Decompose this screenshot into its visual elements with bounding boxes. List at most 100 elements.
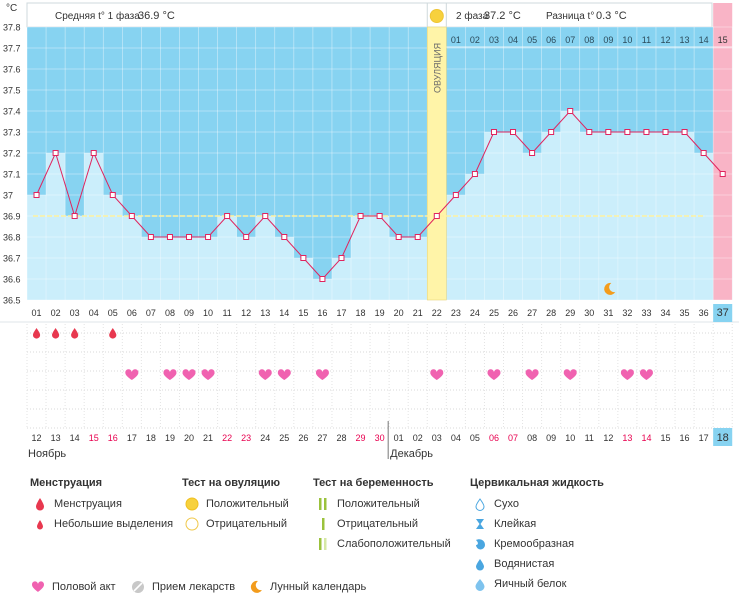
date-label: 29 bbox=[356, 433, 366, 443]
y-tick-label: 37.5 bbox=[3, 86, 21, 96]
y-tick-label: 37.3 bbox=[3, 128, 21, 138]
legend-item-dry: Сухо bbox=[470, 494, 604, 514]
cycle-day-label: 15 bbox=[298, 308, 308, 318]
two-stripes-icon bbox=[313, 497, 333, 511]
temperature-point bbox=[128, 213, 135, 219]
date-label: 13 bbox=[51, 433, 61, 443]
temp-column bbox=[446, 195, 466, 300]
cycle-day-label: 10 bbox=[203, 308, 213, 318]
temperature-point bbox=[567, 108, 574, 114]
legend-item-sticky: Клейкая bbox=[470, 514, 604, 534]
temperature-point bbox=[186, 234, 193, 240]
temperature-point bbox=[643, 129, 650, 135]
temperature-point bbox=[224, 213, 231, 219]
legend-item-ovulation-negative: Отрицательный bbox=[182, 514, 289, 534]
intercourse-heart-icon bbox=[563, 369, 577, 380]
cycle-day-label: 34 bbox=[661, 308, 671, 318]
cycle-day-label: 32 bbox=[622, 308, 632, 318]
temp-column bbox=[274, 237, 294, 300]
cycle-day-label: 19 bbox=[375, 308, 385, 318]
date-label: 18 bbox=[717, 432, 729, 444]
y-tick-label: 37 bbox=[3, 191, 13, 201]
phase2-value: 37.2 °C bbox=[484, 10, 521, 22]
intercourse-heart-icon bbox=[430, 369, 444, 380]
cycle-day-label: 28 bbox=[546, 308, 556, 318]
legend-label: Яичный белок bbox=[494, 578, 567, 590]
sun-filled-icon bbox=[182, 497, 202, 511]
cycle-day-label: 37 bbox=[717, 307, 729, 319]
difference-value: 0.3 °C bbox=[596, 10, 627, 22]
temperature-point bbox=[33, 192, 40, 198]
temperature-point bbox=[452, 192, 459, 198]
temperature-point bbox=[662, 129, 669, 135]
ovulation-band bbox=[426, 26, 447, 301]
date-label: 16 bbox=[108, 433, 118, 443]
date-label: 12 bbox=[32, 433, 42, 443]
date-label: 13 bbox=[622, 433, 632, 443]
legend-label: Слабоположительный bbox=[337, 538, 451, 550]
temperature-point bbox=[433, 213, 440, 219]
phase2-day-label: 06 bbox=[546, 35, 556, 45]
phase2-day-label: 02 bbox=[470, 35, 480, 45]
menstruation-drop-icon bbox=[32, 328, 41, 339]
cycle-day-label: 35 bbox=[680, 308, 690, 318]
phase2-day-label: 05 bbox=[527, 35, 537, 45]
cycle-day-label: 11 bbox=[222, 308, 231, 318]
y-tick-label: 37.7 bbox=[3, 44, 21, 54]
temperature-point bbox=[681, 129, 688, 135]
temperature-point bbox=[109, 192, 116, 198]
temperature-point bbox=[490, 129, 497, 135]
temperature-point bbox=[90, 150, 97, 156]
cycle-day-label: 22 bbox=[432, 308, 442, 318]
temperature-point bbox=[319, 276, 326, 282]
legend-menstruation-title: Менструация bbox=[30, 477, 103, 489]
date-label: 22 bbox=[222, 433, 232, 443]
legend-label: Половой акт bbox=[52, 581, 116, 593]
pill-icon bbox=[128, 580, 148, 594]
y-tick-label: 37.8 bbox=[3, 23, 21, 33]
temperature-point bbox=[243, 234, 250, 240]
sun-outline-icon bbox=[182, 517, 202, 531]
temp-column bbox=[560, 111, 580, 300]
temperature-point bbox=[71, 213, 78, 219]
temperature-point bbox=[300, 255, 307, 261]
y-tick-label: 36.7 bbox=[3, 254, 21, 264]
intercourse-heart-icon bbox=[487, 369, 501, 380]
phase2-day-label: 03 bbox=[489, 35, 499, 45]
cycle-day-label: 36 bbox=[699, 308, 709, 318]
menstruation-drop-icon bbox=[51, 328, 60, 339]
date-label: 10 bbox=[565, 433, 575, 443]
temp-column bbox=[236, 237, 256, 300]
ovulation-band: ОВУЛЯЦИЯ bbox=[426, 26, 447, 301]
cycle-day-label: 16 bbox=[317, 308, 327, 318]
temperature-point bbox=[624, 129, 631, 135]
legend-label: Отрицательный bbox=[206, 518, 287, 530]
cycle-day-label: 12 bbox=[241, 308, 251, 318]
temperature-point bbox=[529, 150, 536, 156]
date-label: 15 bbox=[89, 433, 99, 443]
temperature-point bbox=[376, 213, 383, 219]
cycle-day-label: 08 bbox=[165, 308, 175, 318]
sticky-icon bbox=[470, 518, 490, 530]
egg-white-drop-icon bbox=[470, 578, 490, 591]
temperature-point bbox=[700, 150, 707, 156]
legend-label: Кремообразная bbox=[494, 538, 575, 550]
temp-column bbox=[389, 237, 409, 300]
cycle-day-label: 23 bbox=[451, 308, 461, 318]
intercourse-heart-icon bbox=[277, 369, 291, 380]
cycle-day-label: 26 bbox=[508, 308, 518, 318]
intercourse-heart-icon bbox=[163, 369, 177, 380]
cycle-day-label: 02 bbox=[51, 308, 61, 318]
phase2-day-label: 12 bbox=[661, 35, 671, 45]
date-label: 12 bbox=[603, 433, 613, 443]
legend-item-creamy: Кремообразная bbox=[470, 534, 604, 554]
phase2-day-label: 01 bbox=[451, 35, 461, 45]
cycle-day-label: 04 bbox=[89, 308, 99, 318]
temperature-point bbox=[586, 129, 593, 135]
legend-menstruation: Менструация Менструация Небольшие выделе… bbox=[30, 472, 173, 534]
temp-column bbox=[179, 237, 199, 300]
axes: 01 02 03 04 05 06 07 08 09 10 11 12 13 14 15 37.8 37.7 37… bbox=[0, 23, 739, 323]
temperature-point bbox=[395, 234, 402, 240]
temperature-point bbox=[205, 234, 212, 240]
temperature-point bbox=[357, 213, 364, 219]
